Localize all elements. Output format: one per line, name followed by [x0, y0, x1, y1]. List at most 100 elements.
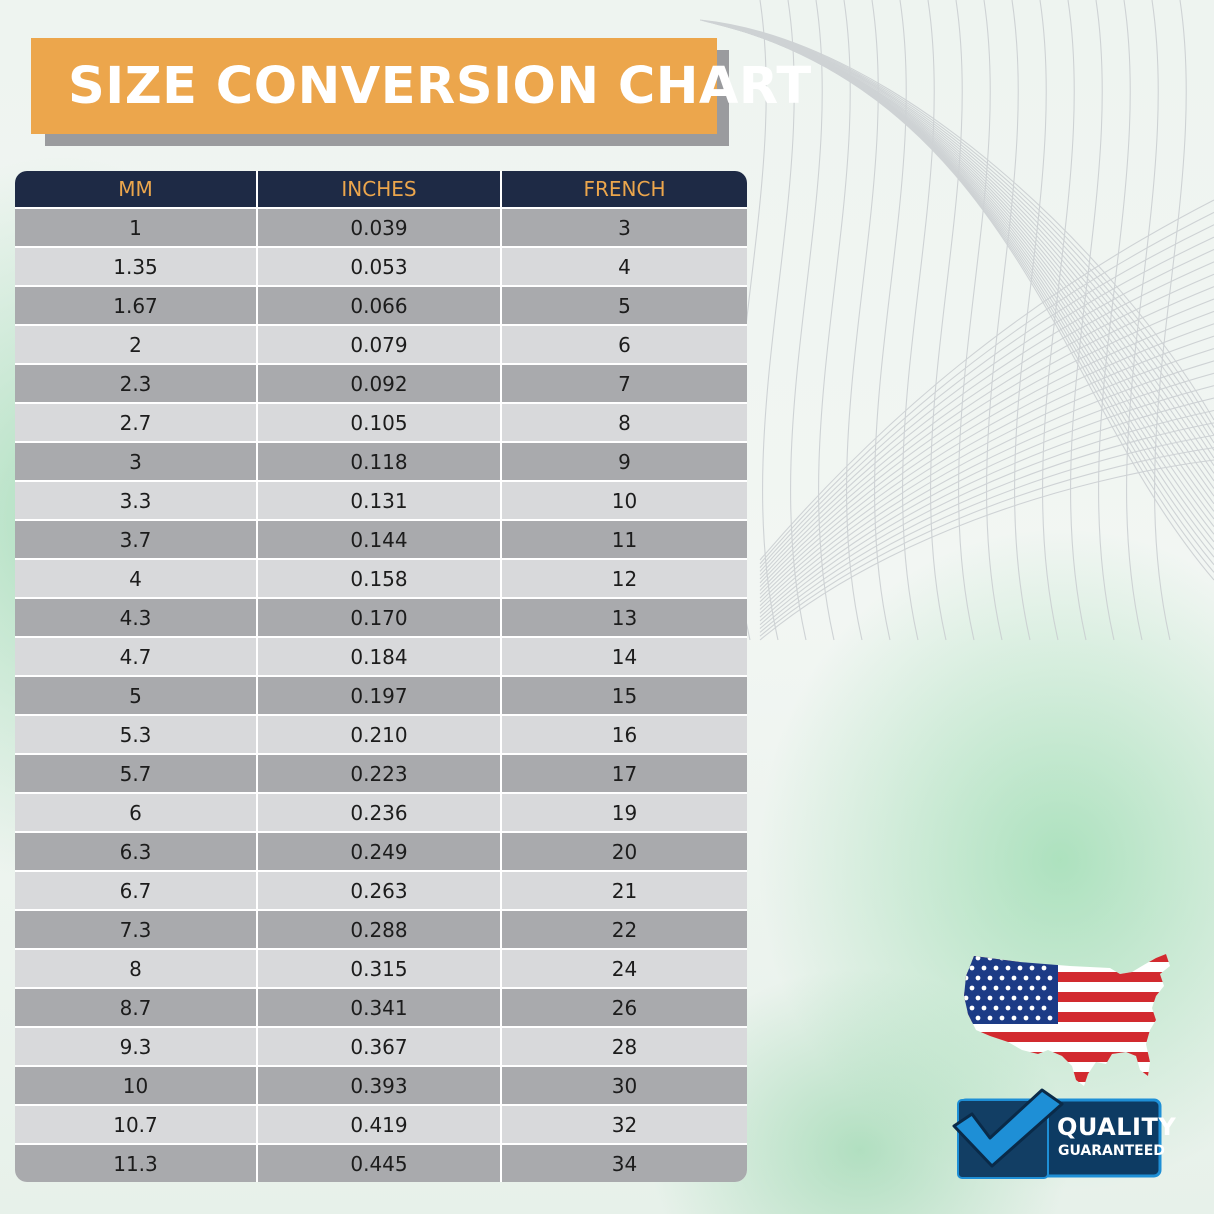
table-row: 8.7 0.341 26 — [15, 987, 747, 1026]
table-row: 5.3 0.210 16 — [15, 714, 747, 753]
table-row: 5 0.197 15 — [15, 675, 747, 714]
cell-mm: 2.3 — [15, 365, 258, 402]
cell-mm: 6.7 — [15, 872, 258, 909]
badge-subtitle: GUARANTEED — [1058, 1143, 1165, 1159]
column-header-inches: INCHES — [258, 171, 502, 207]
cell-mm: 1.67 — [15, 287, 258, 324]
cell-inches: 0.236 — [258, 794, 502, 831]
table-row: 10 0.393 30 — [15, 1065, 747, 1104]
table-row: 6.3 0.249 20 — [15, 831, 747, 870]
cell-inches: 0.393 — [258, 1067, 502, 1104]
cell-mm: 10 — [15, 1067, 258, 1104]
column-header-mm: MM — [15, 171, 258, 207]
cell-inches: 0.263 — [258, 872, 502, 909]
cell-inches: 0.210 — [258, 716, 502, 753]
cell-mm: 7.3 — [15, 911, 258, 948]
cell-mm: 10.7 — [15, 1106, 258, 1143]
table-body: 1 0.039 3 1.35 0.053 4 1.67 0.066 5 2 0.079 6 2.3 0.0… — [15, 207, 747, 1182]
cell-inches: 0.131 — [258, 482, 502, 519]
cell-french: 7 — [618, 371, 631, 396]
checkmark-icon — [952, 1088, 1064, 1168]
cell-mm: 8.7 — [15, 989, 258, 1026]
table-row: 4 0.158 12 — [15, 558, 747, 597]
table-row: 3.3 0.131 10 — [15, 480, 747, 519]
table-row: 11.3 0.445 34 — [15, 1143, 747, 1182]
cell-french: 15 — [611, 683, 638, 708]
table-row: 8 0.315 24 — [15, 948, 747, 987]
cell-inches: 0.105 — [258, 404, 502, 441]
cell-french: 28 — [611, 1034, 638, 1059]
cell-french: 21 — [611, 878, 638, 903]
cell-mm: 5.3 — [15, 716, 258, 753]
table-row: 6 0.236 19 — [15, 792, 747, 831]
cell-inches: 0.170 — [258, 599, 502, 636]
cell-mm: 5.7 — [15, 755, 258, 792]
table-row: 7.3 0.288 22 — [15, 909, 747, 948]
cell-french: 8 — [618, 410, 631, 435]
cell-french: 4 — [618, 254, 631, 279]
cell-french: 32 — [611, 1112, 638, 1137]
cell-mm: 4 — [15, 560, 258, 597]
cell-mm: 4.7 — [15, 638, 258, 675]
cell-french: 3 — [618, 215, 631, 240]
table-row: 5.7 0.223 17 — [15, 753, 747, 792]
cell-french: 24 — [611, 956, 638, 981]
cell-inches: 0.092 — [258, 365, 502, 402]
cell-mm: 3.3 — [15, 482, 258, 519]
cell-french: 34 — [611, 1151, 638, 1176]
table-header: MM INCHES FRENCH — [15, 171, 747, 207]
cell-mm: 3.7 — [15, 521, 258, 558]
table-row: 3 0.118 9 — [15, 441, 747, 480]
cell-inches: 0.288 — [258, 911, 502, 948]
cell-french: 30 — [611, 1073, 638, 1098]
table-row: 2 0.079 6 — [15, 324, 747, 363]
cell-mm: 2 — [15, 326, 258, 363]
cell-mm: 8 — [15, 950, 258, 987]
cell-french: 20 — [611, 839, 638, 864]
badge-title: QUALITY — [1057, 1113, 1177, 1141]
cell-french: 9 — [618, 449, 631, 474]
cell-inches: 0.341 — [258, 989, 502, 1026]
cell-french: 14 — [611, 644, 638, 669]
table-row: 2.7 0.105 8 — [15, 402, 747, 441]
cell-french: 22 — [611, 917, 638, 942]
conversion-table: MM INCHES FRENCH 1 0.039 3 1.35 0.053 4 1.67 0.… — [15, 171, 747, 1182]
cell-inches: 0.315 — [258, 950, 502, 987]
cell-mm: 6.3 — [15, 833, 258, 870]
cell-mm: 6 — [15, 794, 258, 831]
cell-inches: 0.184 — [258, 638, 502, 675]
cell-mm: 5 — [15, 677, 258, 714]
quality-badge — [952, 1088, 1162, 1179]
table-row: 2.3 0.092 7 — [15, 363, 747, 402]
cell-french: 13 — [611, 605, 638, 630]
cell-inches: 0.039 — [258, 209, 502, 246]
cell-inches: 0.223 — [258, 755, 502, 792]
table-row: 1 0.039 3 — [15, 207, 747, 246]
cell-french: 17 — [611, 761, 638, 786]
cell-inches: 0.445 — [258, 1145, 502, 1182]
cell-french: 6 — [618, 332, 631, 357]
title-banner: SIZE CONVERSION CHART — [31, 38, 811, 134]
cell-french: 5 — [618, 293, 631, 318]
cell-mm: 4.3 — [15, 599, 258, 636]
cell-french: 12 — [611, 566, 638, 591]
column-header-french: FRENCH — [583, 177, 666, 201]
cell-mm: 1.35 — [15, 248, 258, 285]
cell-french: 11 — [611, 527, 638, 552]
table-row: 9.3 0.367 28 — [15, 1026, 747, 1065]
cell-french: 26 — [611, 995, 638, 1020]
cell-inches: 0.158 — [258, 560, 502, 597]
usa-map-flag-icon — [964, 954, 1170, 1086]
table-row: 3.7 0.144 11 — [15, 519, 747, 558]
table-row: 4.7 0.184 14 — [15, 636, 747, 675]
cell-mm: 11.3 — [15, 1145, 258, 1182]
cell-inches: 0.144 — [258, 521, 502, 558]
table-row: 10.7 0.419 32 — [15, 1104, 747, 1143]
cell-mm: 9.3 — [15, 1028, 258, 1065]
cell-inches: 0.249 — [258, 833, 502, 870]
cell-french: 16 — [611, 722, 638, 747]
cell-inches: 0.367 — [258, 1028, 502, 1065]
cell-inches: 0.066 — [258, 287, 502, 324]
page-title: SIZE CONVERSION CHART — [68, 56, 812, 116]
cell-mm: 3 — [15, 443, 258, 480]
